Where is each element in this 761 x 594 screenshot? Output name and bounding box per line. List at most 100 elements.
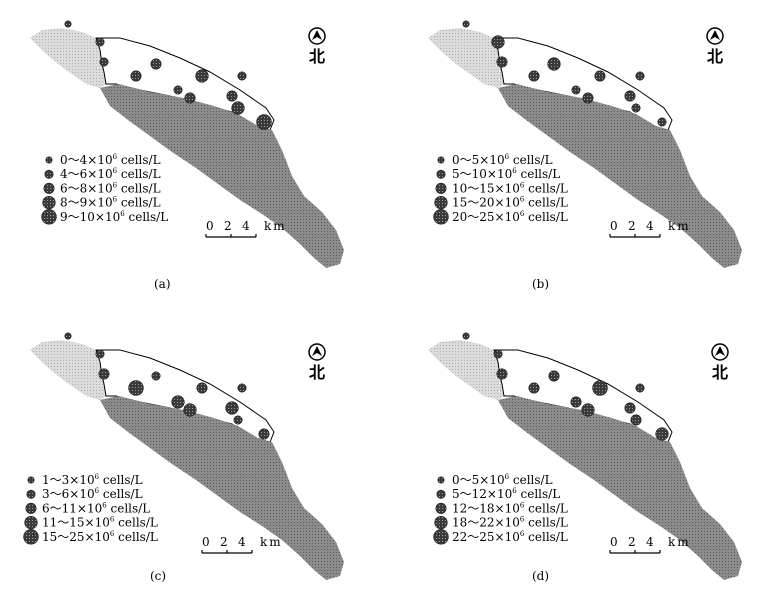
legend-symbol xyxy=(41,209,57,225)
legend-item: 15～20×106 cells/L xyxy=(434,196,568,210)
north-label: 北 xyxy=(707,47,723,66)
scale-tick-0: 0 xyxy=(610,219,620,233)
station-marker xyxy=(581,403,595,417)
station-marker xyxy=(226,90,238,102)
legend-symbol xyxy=(437,476,445,484)
scale-tick-2: 2 xyxy=(628,219,638,233)
north-arrow: 北 xyxy=(711,343,729,382)
scale-unit: km xyxy=(260,535,283,549)
scale-tick-4: 4 xyxy=(646,219,656,233)
scale-unit: km xyxy=(668,535,691,549)
legend: 0～5×106 cells/L5～12×106 cells/L12～18×106… xyxy=(433,473,568,545)
station-marker xyxy=(496,56,508,68)
legend-item: 20～25×106 cells/L xyxy=(433,209,568,225)
legend-item: 0～5×106 cells/L xyxy=(437,473,553,487)
panel-caption: (a) xyxy=(154,277,171,291)
lake-west-light xyxy=(30,28,106,88)
station-marker xyxy=(582,92,594,104)
station-marker xyxy=(635,71,645,81)
north-arrow-head-icon xyxy=(715,346,725,356)
north-arrow-head-icon xyxy=(710,30,720,40)
legend-symbol xyxy=(45,156,53,164)
scale-tick-0: 0 xyxy=(202,535,212,549)
legend-symbol xyxy=(433,209,449,225)
legend-label: 6～11×106 cells/L xyxy=(42,501,150,515)
scale-bar: 0 2 4 km xyxy=(205,219,287,238)
legend-label: 15～20×106 cells/L xyxy=(452,196,568,210)
legend-item: 1～3×106 cells/L xyxy=(27,473,143,487)
legend-label: 12～18×106 cells/L xyxy=(452,501,568,515)
lake-west-light xyxy=(428,340,504,400)
station-marker xyxy=(256,114,272,130)
north-arrow: 北 xyxy=(308,27,326,66)
lake-map xyxy=(428,340,742,580)
legend-symbol xyxy=(43,182,55,194)
legend-item: 18～22×106 cells/L xyxy=(434,515,568,530)
legend-label: 6～8×106 cells/L xyxy=(60,181,161,195)
station-marker xyxy=(98,368,110,380)
legend-symbol xyxy=(25,502,37,514)
station-marker xyxy=(655,427,669,441)
legend-symbol xyxy=(437,156,445,164)
legend-item: 5～10×106 cells/L xyxy=(436,167,560,181)
station-marker xyxy=(548,370,560,382)
legend-item: 6～8×106 cells/L xyxy=(43,181,161,195)
station-marker xyxy=(195,69,209,83)
legend-label: 10～15×106 cells/L xyxy=(452,181,568,195)
map-panel-c: 北 1～3×106 cells/L3～6×106 cells/L6～11×106… xyxy=(23,332,344,583)
station-marker xyxy=(491,35,505,49)
station-marker xyxy=(150,58,162,70)
scale-tick-0: 0 xyxy=(206,219,216,233)
panel-caption: (c) xyxy=(150,569,166,583)
north-arrow-head-icon xyxy=(312,30,322,40)
legend-symbol xyxy=(27,476,35,484)
panel-caption: (d) xyxy=(532,569,549,583)
station-marker xyxy=(128,380,144,396)
station-marker xyxy=(592,380,608,396)
station-marker xyxy=(594,70,606,82)
scale-tick-2: 2 xyxy=(224,219,234,233)
scale-tick-2: 2 xyxy=(220,535,230,549)
station-marker xyxy=(258,428,270,440)
legend-label: 11～15×106 cells/L xyxy=(42,516,158,530)
legend-label: 0～5×106 cells/L xyxy=(452,153,553,167)
north-arrow-head-icon xyxy=(312,346,322,356)
legend-symbol xyxy=(436,489,446,499)
legend-label: 3～6×106 cells/L xyxy=(42,487,143,501)
sampling-stations xyxy=(64,332,270,440)
legend-label: 9～10×106 cells/L xyxy=(60,210,168,224)
legend-label: 20～25×106 cells/L xyxy=(452,210,568,224)
legend-label: 0～5×106 cells/L xyxy=(452,473,553,487)
legend-item: 0～4×106 cells/L xyxy=(45,153,161,167)
north-label: 北 xyxy=(309,363,325,382)
legend-symbol xyxy=(23,529,39,545)
lake-map xyxy=(428,28,742,268)
legend-label: 5～10×106 cells/L xyxy=(452,167,560,181)
scale-tick-4: 4 xyxy=(238,535,248,549)
station-marker xyxy=(496,368,508,380)
lake-south-dark xyxy=(100,84,344,268)
scale-line xyxy=(609,550,661,554)
station-marker xyxy=(624,90,636,102)
legend-symbol xyxy=(24,515,38,530)
scale-unit: km xyxy=(264,219,287,233)
scale-bar: 0 2 4 km xyxy=(201,535,283,554)
station-marker xyxy=(183,403,197,417)
station-marker xyxy=(631,103,641,113)
scale-bar: 0 2 4 km xyxy=(609,219,689,238)
station-marker xyxy=(171,395,185,409)
station-marker xyxy=(462,332,470,340)
legend-symbol xyxy=(433,529,449,545)
legend-item: 12～18×106 cells/L xyxy=(435,501,568,515)
legend-symbol xyxy=(434,515,448,530)
legend-item: 22～25×106 cells/L xyxy=(433,529,568,545)
legend-item: 5～12×106 cells/L xyxy=(436,487,560,501)
map-panel-d: 北 0～5×106 cells/L5～12×106 cells/L12～18×1… xyxy=(428,332,742,583)
station-marker xyxy=(196,382,208,394)
station-marker xyxy=(528,70,540,82)
lake-west-light xyxy=(428,28,504,88)
legend-label: 5～12×106 cells/L xyxy=(452,487,560,501)
legend: 0～5×106 cells/L5～10×106 cells/L10～15×106… xyxy=(433,153,568,225)
scale-tick-2: 2 xyxy=(628,535,638,549)
